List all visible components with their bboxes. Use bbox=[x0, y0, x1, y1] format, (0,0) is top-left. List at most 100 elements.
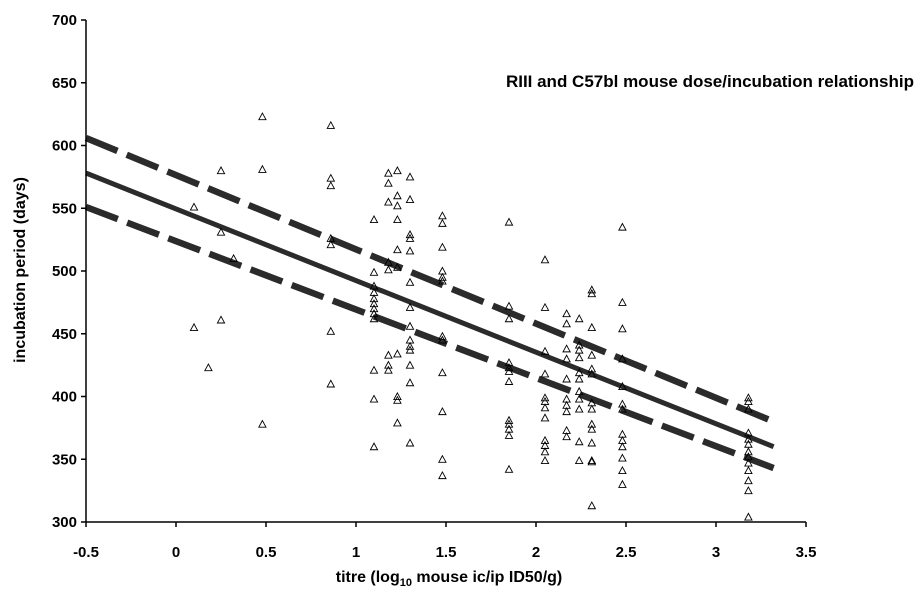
data-point bbox=[229, 253, 238, 262]
data-point bbox=[189, 202, 199, 211]
data-point bbox=[540, 413, 550, 422]
data-point bbox=[574, 455, 584, 465]
data-point bbox=[438, 276, 447, 285]
data-point bbox=[369, 304, 379, 313]
data-point bbox=[393, 262, 402, 271]
data-point bbox=[618, 404, 627, 413]
data-point bbox=[562, 374, 571, 383]
data-point bbox=[744, 465, 753, 475]
data-point bbox=[744, 434, 753, 443]
data-point bbox=[618, 479, 627, 488]
data-point bbox=[504, 301, 514, 310]
data-point bbox=[405, 246, 415, 255]
data-point bbox=[618, 442, 627, 451]
data-point bbox=[438, 368, 447, 377]
data-point bbox=[618, 453, 627, 462]
data-point bbox=[587, 369, 597, 378]
x-tick-label: 2 bbox=[532, 544, 540, 561]
data-point bbox=[540, 403, 550, 412]
data-point bbox=[504, 363, 514, 372]
data-point bbox=[326, 181, 336, 190]
data-point bbox=[326, 326, 336, 335]
data-point bbox=[587, 364, 597, 373]
data-point bbox=[369, 267, 379, 276]
x-tick-label: 0.5 bbox=[256, 544, 277, 561]
data-point bbox=[618, 354, 627, 363]
data-point bbox=[438, 331, 447, 340]
data-points-layer bbox=[189, 112, 753, 521]
data-point bbox=[438, 335, 447, 344]
data-point bbox=[574, 437, 584, 446]
x-tick-label: 0 bbox=[172, 544, 180, 561]
data-point bbox=[618, 465, 627, 475]
data-point bbox=[438, 211, 447, 220]
data-point bbox=[504, 415, 514, 424]
x-axis-title-suffix: mouse ic/ip ID50/g) bbox=[412, 569, 562, 586]
data-point bbox=[405, 438, 415, 447]
x-tick-label: 3.5 bbox=[796, 544, 817, 561]
y-tick-label: 500 bbox=[52, 263, 77, 280]
data-point bbox=[405, 321, 415, 330]
data-point bbox=[587, 285, 597, 294]
x-tick-label: 1 bbox=[352, 544, 360, 561]
data-point bbox=[438, 471, 447, 480]
y-tick-label: 300 bbox=[52, 514, 77, 531]
data-point bbox=[574, 340, 584, 349]
data-point bbox=[438, 242, 447, 251]
x-axis-title-prefix: titre (log bbox=[336, 569, 400, 586]
chart-title: RIII and C57bl mouse dose/incubation rel… bbox=[506, 72, 914, 91]
data-point bbox=[384, 265, 393, 274]
data-point bbox=[587, 438, 597, 447]
data-point bbox=[393, 245, 402, 254]
data-point bbox=[393, 214, 402, 224]
data-point bbox=[618, 222, 627, 231]
confidence-band-line bbox=[84, 134, 775, 425]
data-point bbox=[618, 399, 627, 408]
ticks-layer: 300 350 400 450 500 550 600 650 700 -0.5 0 0.5 1 1.5 2… bbox=[52, 12, 816, 561]
data-point bbox=[562, 319, 571, 328]
data-point bbox=[393, 166, 402, 175]
data-point bbox=[574, 394, 584, 403]
data-point bbox=[369, 299, 379, 308]
data-point bbox=[204, 363, 213, 372]
data-point bbox=[574, 404, 584, 413]
data-point bbox=[369, 442, 379, 451]
y-tick-label: 600 bbox=[52, 138, 77, 155]
data-point bbox=[540, 447, 550, 456]
data-point bbox=[326, 240, 336, 249]
x-tick-label: 3 bbox=[712, 544, 720, 561]
data-point bbox=[504, 366, 514, 375]
data-point bbox=[384, 197, 393, 206]
data-point bbox=[405, 378, 415, 387]
x-tick-label: 2.5 bbox=[616, 544, 637, 561]
data-point bbox=[438, 272, 447, 281]
data-point bbox=[744, 404, 753, 413]
data-point bbox=[587, 404, 597, 413]
data-point bbox=[393, 201, 402, 210]
confidence-band-line bbox=[84, 203, 775, 472]
data-point bbox=[438, 218, 447, 227]
data-point bbox=[393, 395, 402, 404]
data-point bbox=[393, 191, 402, 200]
data-point bbox=[384, 350, 393, 359]
data-point bbox=[438, 407, 447, 416]
data-point bbox=[618, 324, 627, 333]
data-point bbox=[744, 447, 753, 456]
data-point bbox=[540, 346, 550, 355]
data-point bbox=[574, 374, 584, 383]
data-point bbox=[405, 233, 415, 242]
data-point bbox=[562, 344, 571, 353]
data-point bbox=[587, 289, 597, 298]
data-point bbox=[384, 178, 393, 187]
data-point bbox=[540, 455, 550, 465]
data-point bbox=[504, 464, 514, 473]
data-point bbox=[587, 350, 597, 359]
data-point bbox=[587, 424, 597, 433]
data-point bbox=[744, 393, 753, 402]
data-point bbox=[504, 358, 514, 367]
data-point bbox=[587, 455, 597, 465]
data-point bbox=[744, 439, 753, 448]
data-point bbox=[574, 314, 584, 323]
data-point bbox=[587, 322, 597, 331]
